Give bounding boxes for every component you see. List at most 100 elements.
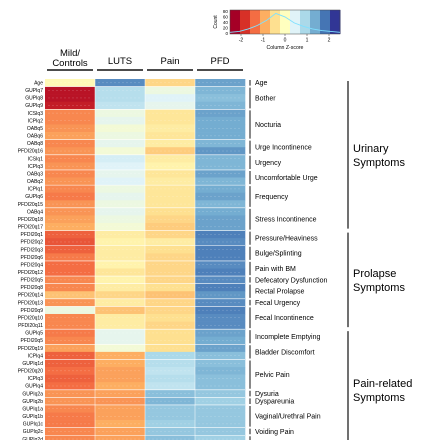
- row-label: OABq6: [27, 134, 43, 140]
- heatmap-cell: [195, 177, 246, 186]
- group-label: Bother: [255, 95, 276, 102]
- heatmap-cell: [195, 374, 246, 383]
- legend-z-tick: 1: [306, 38, 309, 44]
- row-label: ICPIq4: [28, 353, 44, 359]
- row-label: GUPIq1b: [22, 414, 43, 420]
- heatmap-cell: [195, 101, 246, 110]
- heatmap-cell: [95, 389, 146, 398]
- heatmap-cell: [95, 215, 146, 224]
- row-label: ICPIq3: [28, 376, 44, 382]
- group-label: Dysuria: [255, 391, 279, 398]
- row-label: PFDI20q18: [18, 217, 44, 223]
- heatmap-cell: [95, 374, 146, 383]
- heatmap-cell: [145, 351, 196, 360]
- heatmap-cell: [45, 435, 96, 440]
- legend-color-swatch: [240, 10, 251, 34]
- legend-count-tick: 20: [223, 25, 229, 30]
- legend-color-swatch: [230, 10, 241, 34]
- row-label: GUPIq1c: [23, 422, 44, 428]
- row-label: ICSIq1: [28, 156, 44, 162]
- legend-z-tick: -1: [261, 38, 266, 44]
- heatmap-cell: [145, 109, 196, 118]
- row-label: OABq8: [27, 141, 43, 147]
- heatmap-cell: [195, 291, 246, 300]
- category-label: Pain-related: [353, 378, 412, 390]
- group-label: Urge Incontinence: [255, 145, 312, 152]
- heatmap-cell: [145, 412, 196, 421]
- heatmap-cell: [95, 94, 146, 103]
- legend-color-swatch: [320, 10, 331, 34]
- heatmap-cell: [95, 185, 146, 193]
- row-label: PFDI20q17: [18, 225, 44, 231]
- heatmap-cell: [145, 245, 196, 254]
- group-label: Stress Incontinence: [255, 217, 317, 224]
- heatmap-cell: [95, 313, 146, 322]
- heatmap-cell: [95, 147, 146, 156]
- heatmap-cell: [95, 283, 146, 292]
- row-label: PFDI20q10: [18, 315, 44, 321]
- heatmap-cell: [195, 260, 246, 269]
- heatmap-cell: [45, 359, 96, 368]
- row-label: PFDI20q9: [20, 308, 43, 314]
- row-label: PFDI20q12: [18, 270, 44, 276]
- column-header-0: Mild/: [60, 48, 80, 59]
- heatmap-cell: [195, 427, 246, 436]
- heatmap-cell: [145, 344, 196, 353]
- heatmap-cell: [145, 268, 196, 277]
- group-label: Bladder Discomfort: [255, 349, 315, 356]
- heatmap-cell: [145, 169, 196, 178]
- heatmap-cell: [45, 147, 96, 156]
- heatmap-cell: [45, 139, 96, 148]
- heatmap-cell: [145, 101, 196, 110]
- row-label: PFDI20q4: [20, 262, 43, 268]
- row-label: ICPIq1: [28, 187, 44, 193]
- heatmap-cell: [95, 397, 146, 406]
- heatmap-cell: [95, 79, 146, 87]
- legend-color-swatch: [300, 10, 311, 34]
- row-label: GUPIq4: [25, 384, 43, 390]
- heatmap-cell: [195, 139, 246, 148]
- heatmap-cell: [95, 336, 146, 345]
- heatmap-cell: [45, 253, 96, 262]
- heatmap-cell: [45, 351, 96, 360]
- heatmap-cell: [145, 435, 196, 440]
- heatmap-cell: [195, 253, 246, 262]
- row-label: PFDI20q15: [18, 202, 44, 208]
- heatmap-cell: [45, 162, 96, 171]
- group-label: Frequency: [255, 194, 289, 201]
- heatmap-cell: [145, 329, 196, 338]
- group-label: Rectal Prolapse: [255, 289, 305, 296]
- heatmap-cell: [195, 344, 246, 353]
- heatmap-cell: [195, 86, 246, 95]
- row-label: ICPIq2: [28, 118, 44, 124]
- row-label: GUPIq2b: [22, 399, 43, 405]
- heatmap-cell: [195, 389, 246, 398]
- heatmap-cell: [145, 374, 196, 383]
- row-label: PFDI20q16: [18, 149, 44, 155]
- heatmap-cell: [145, 200, 196, 209]
- heatmap-cell: [95, 177, 146, 186]
- heatmap-cell: [195, 329, 246, 338]
- row-label: GUPIq8: [25, 96, 43, 102]
- heatmap-cell: [95, 230, 146, 239]
- row-label: GUPIq2d: [22, 437, 43, 440]
- row-label: PFDI20q8: [20, 285, 43, 291]
- heatmap-cell: [45, 200, 96, 209]
- column-headers: Mild/Controls LUTS Pain PFD: [47, 48, 243, 71]
- heatmap-cell: [95, 306, 146, 315]
- column-header-2: Pain: [160, 56, 179, 67]
- heatmap-cell: [145, 223, 196, 231]
- category-label: Urinary: [353, 143, 389, 155]
- heatmap-cell: [45, 389, 96, 398]
- heatmap-cell: [95, 359, 146, 368]
- heatmap-cell: [45, 230, 96, 239]
- legend-color-swatch: [260, 10, 271, 34]
- legend-color-swatch: [330, 10, 341, 34]
- heatmap-cell: [95, 207, 146, 216]
- heatmap-cell: [195, 192, 246, 201]
- heatmap-cell: [45, 215, 96, 224]
- heatmap-cell: [95, 116, 146, 125]
- heatmap-cell: [45, 306, 96, 315]
- heatmap-cell: [95, 268, 146, 277]
- heatmap-cell: [145, 283, 196, 292]
